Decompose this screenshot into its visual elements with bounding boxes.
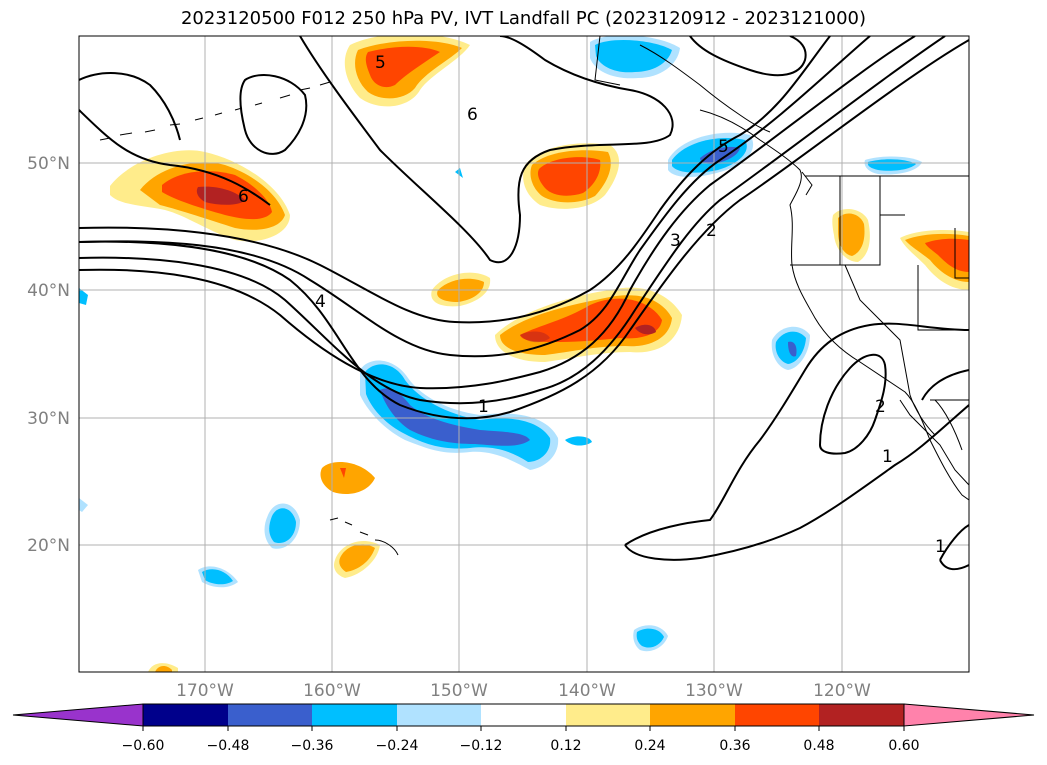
pv-contour-6d — [79, 72, 181, 141]
colorbar-tick-label: 0.24 — [634, 738, 665, 754]
colorbar-extend-low — [12, 703, 144, 727]
us-state-borders — [790, 176, 969, 396]
colorbar-segment — [819, 704, 904, 726]
pv-contour-2 — [79, 36, 946, 405]
colorbar-extend-high — [903, 703, 1035, 727]
contour-label: 4 — [315, 292, 326, 312]
lon-label: 170°W — [176, 681, 234, 701]
contour-label: 6 — [467, 105, 478, 125]
colorbar-tick-label: −0.36 — [291, 738, 334, 754]
pv-contour-2-california — [818, 353, 887, 455]
colorbar-segment — [312, 704, 397, 726]
colorbar-tick-label: 0.12 — [550, 738, 581, 754]
pv-contour-labels: 6 6 5 5 4 3 2 1 1 2 1 — [238, 53, 946, 557]
lat-label: 30°N — [27, 409, 70, 429]
lon-label: 130°W — [685, 681, 743, 701]
pv-contours — [79, 36, 969, 571]
lon-label: 150°W — [430, 681, 488, 701]
contour-label: 5 — [375, 53, 386, 73]
colorbar-tick-label: 0.48 — [803, 738, 834, 754]
colorbar-ticks — [142, 726, 905, 731]
lon-label: 140°W — [558, 681, 616, 701]
colorbar-tick-label: −0.24 — [376, 738, 419, 754]
pv-contour-6b — [299, 36, 674, 264]
colorbar-segment — [397, 704, 481, 726]
colorbar-segment — [481, 704, 566, 726]
contour-label: 1 — [935, 537, 946, 557]
map-plot-area: 6 6 5 5 4 3 2 1 1 2 1 — [79, 36, 969, 672]
pv-contour-4 — [79, 36, 871, 358]
lat-label: 40°N — [27, 281, 70, 301]
colorbar-tick-label: −0.48 — [207, 738, 250, 754]
pv-contour-1-california — [624, 322, 969, 546]
anomaly-cool-tiny — [565, 436, 592, 446]
colorbar-tick-label: −0.12 — [460, 738, 503, 754]
colorbar-tick-label: −0.60 — [122, 738, 165, 754]
lat-label: 50°N — [27, 154, 70, 174]
colorbar-segment — [228, 704, 312, 726]
colorbar-tick-label: 0.36 — [719, 738, 750, 754]
colorbar-segment — [566, 704, 650, 726]
contour-label: 5 — [718, 137, 729, 157]
contour-label: 2 — [706, 221, 717, 241]
contour-label: 1 — [882, 447, 893, 467]
latitude-ticks: 50°N 40°N 30°N 20°N — [27, 154, 70, 556]
positive-anomaly-shading — [110, 36, 969, 672]
colorbar-tick-label: 0.60 — [888, 738, 919, 754]
colorbar-segment — [650, 704, 735, 726]
colorbar: −0.60 −0.48 −0.36 −0.24 −0.12 0.12 0.24 … — [12, 703, 1035, 754]
map-frame — [78, 35, 970, 673]
pv-contour-6c — [239, 74, 308, 155]
longitude-ticks: 170°W 160°W 150°W 140°W 130°W 120°W — [176, 681, 871, 701]
map-title: 2023120500 F012 250 hPa PV, IVT Landfall… — [180, 8, 867, 29]
contour-label: 1 — [478, 397, 489, 417]
contour-label: 2 — [875, 397, 886, 417]
pv-contour-3 — [79, 36, 916, 390]
anomaly-warm-hawaii-north — [320, 462, 375, 495]
contour-label: 6 — [238, 187, 249, 207]
pv-contour-6a — [79, 109, 271, 206]
contour-label: 3 — [670, 231, 681, 251]
colorbar-segment — [143, 704, 228, 726]
pv-contour-5 — [79, 36, 831, 324]
lon-label: 160°W — [303, 681, 361, 701]
lon-label: 120°W — [813, 681, 871, 701]
pv-contour-1 — [79, 39, 969, 420]
lat-label: 20°N — [27, 536, 70, 556]
hawaii-islands — [329, 517, 399, 556]
pv-contour-north — [689, 36, 807, 77]
colorbar-segment — [735, 704, 819, 726]
